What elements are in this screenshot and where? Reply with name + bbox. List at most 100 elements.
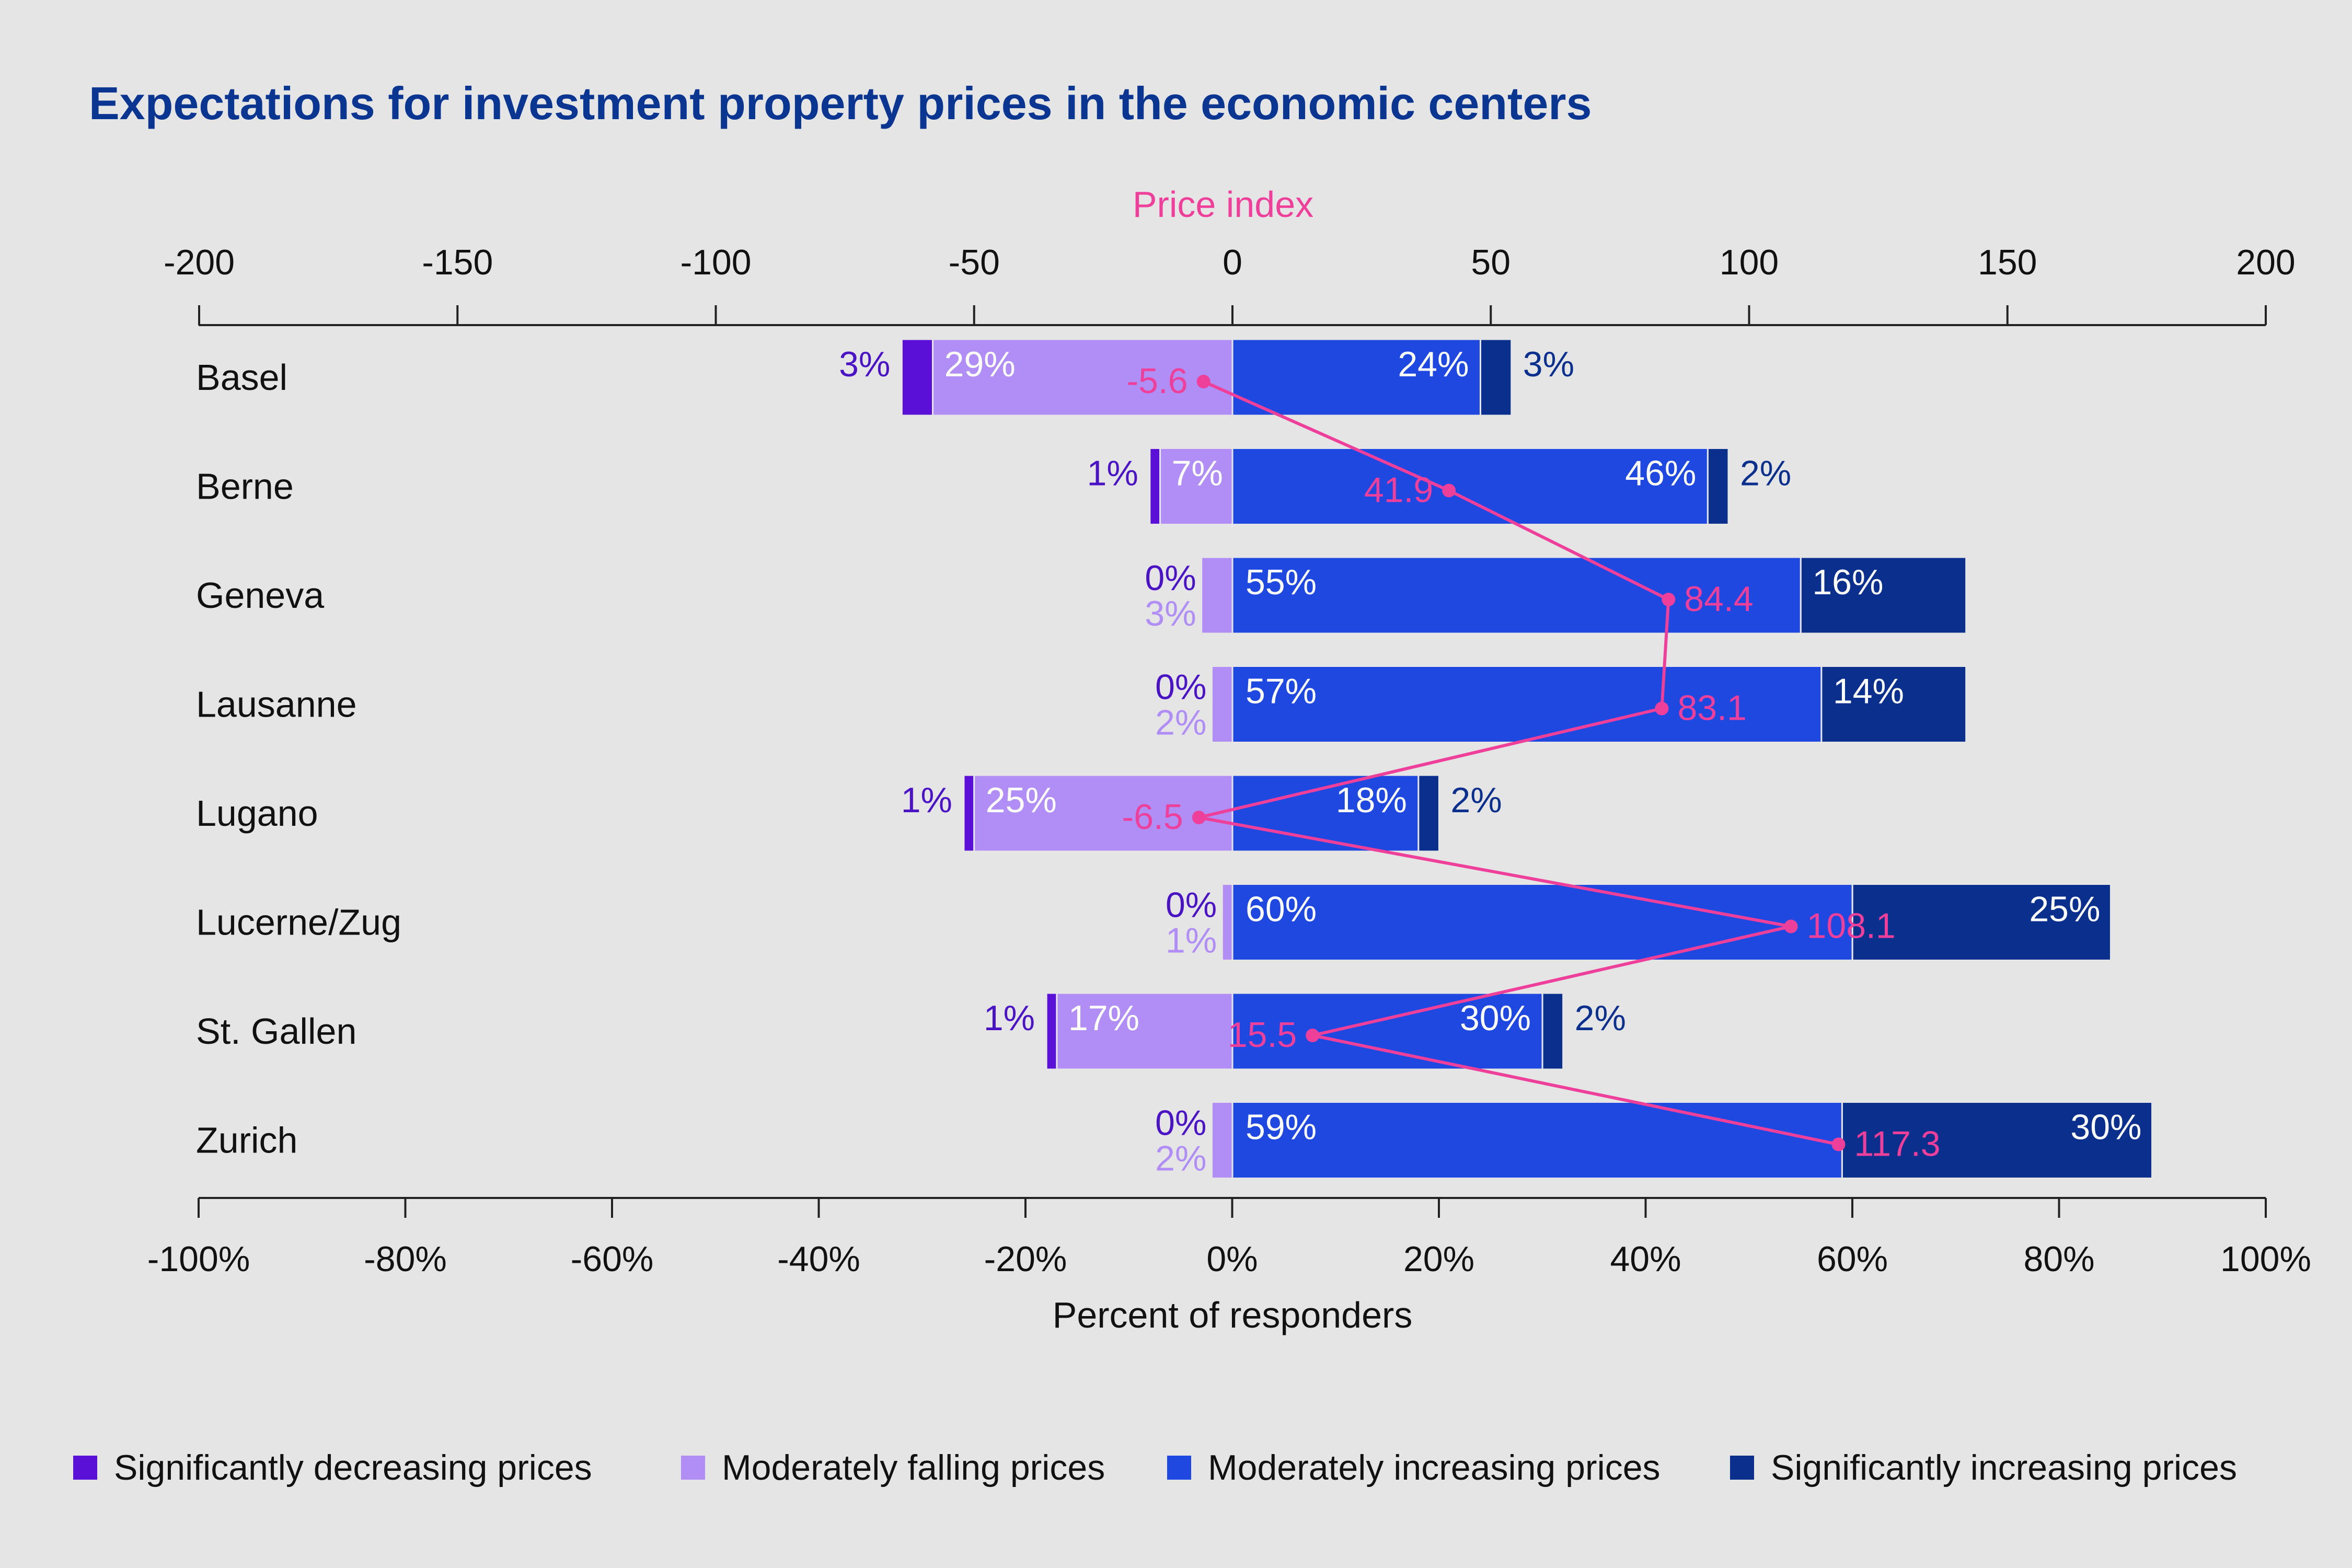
price-index-label: -5.6 <box>1126 361 1187 401</box>
bar-significantly-increasing <box>1841 1101 2153 1179</box>
bar-moderately-falling <box>1210 665 1233 743</box>
bar-moderately-increasing <box>1231 338 1481 417</box>
bar-label-significantly-decreasing: 0% <box>1155 1103 1206 1143</box>
bar-label-significantly-increasing: 14% <box>1833 672 1904 711</box>
bar-label-moderately-falling: 29% <box>944 344 1016 384</box>
bar-significantly-increasing <box>1851 883 2112 961</box>
legend-swatch <box>681 1456 705 1480</box>
bar-significantly-decreasing <box>963 774 975 852</box>
price-index-label: 83.1 <box>1677 688 1746 728</box>
bar-significantly-increasing <box>1417 774 1440 852</box>
bar-label-significantly-decreasing: 1% <box>901 780 952 820</box>
bar-label-moderately-falling: 2% <box>1155 703 1206 743</box>
bar-label-significantly-decreasing: 1% <box>984 998 1035 1038</box>
bottom-axis-tick-label: -20% <box>984 1239 1067 1279</box>
bar-label-significantly-decreasing: 3% <box>839 344 890 384</box>
price-index-line: -5.6 41.9 84.4 83.1 -6.5 108.1 15.5 117.3 <box>1122 361 1941 1164</box>
bar-significantly-increasing <box>1707 447 1730 525</box>
bar-significantly-increasing <box>1800 556 1967 635</box>
bar-label-moderately-falling: 17% <box>1068 998 1139 1038</box>
bar-label-moderately-increasing: 59% <box>1246 1108 1317 1147</box>
bar-moderately-falling <box>1201 556 1233 635</box>
bar-label-moderately-increasing: 24% <box>1398 344 1469 384</box>
legend-label: Moderately increasing prices <box>1208 1448 1661 1488</box>
price-index-point <box>1662 593 1676 606</box>
legend-swatch <box>1730 1456 1754 1480</box>
bar-label-moderately-falling: 1% <box>1166 921 1217 961</box>
category-label: Berne <box>196 466 294 507</box>
price-index-point <box>1196 375 1210 388</box>
bar-labels: 24% 3%29%3%46% 2%7%1%55% 16%0%3%57% 14%0%2%1… <box>839 344 2141 1179</box>
category-labels: Basel Berne Geneva Lausanne Lugano Lucerne/Zu… <box>196 357 401 1161</box>
bar-label-significantly-increasing: 3% <box>1523 344 1574 384</box>
bottom-axis-tick-label: 100% <box>2220 1239 2311 1279</box>
bar-moderately-increasing <box>1231 556 1802 635</box>
x-axis-label: Percent of responders <box>1053 1295 1413 1335</box>
price-index-label: 117.3 <box>1854 1124 1941 1164</box>
bar-moderately-increasing <box>1231 447 1709 525</box>
bar-label-moderately-falling: 25% <box>986 780 1057 820</box>
bar-label-significantly-increasing: 2% <box>1740 454 1791 493</box>
bottom-axis-tick-label: -80% <box>364 1239 447 1279</box>
bar-moderately-falling <box>1221 883 1233 961</box>
bar-label-significantly-increasing: 2% <box>1575 998 1626 1038</box>
top-axis-tick-label: -100 <box>680 243 751 282</box>
category-label: Lugano <box>196 793 318 834</box>
bar-moderately-increasing <box>1231 1101 1843 1179</box>
price-index-label: -6.5 <box>1122 797 1183 837</box>
bar-label-significantly-increasing: 2% <box>1450 780 1502 820</box>
bar-significantly-decreasing <box>1045 992 1058 1070</box>
top-axis-tick-label: -150 <box>422 243 493 282</box>
legend-label: Moderately falling prices <box>722 1448 1105 1488</box>
bottom-axis-tick-label: 80% <box>2023 1239 2094 1279</box>
top-axis: -200 -150 -100 -50 0 50 100 150 200 <box>164 243 2296 326</box>
bottom-axis-tick-label: -40% <box>777 1239 860 1279</box>
bar-label-moderately-falling: 2% <box>1155 1139 1206 1179</box>
bar-label-moderately-increasing: 55% <box>1246 562 1317 602</box>
bar-significantly-increasing <box>1541 992 1564 1070</box>
category-label: Lausanne <box>196 684 357 725</box>
price-index-point <box>1831 1137 1846 1151</box>
bottom-axis-tick-label: 40% <box>1610 1239 1681 1279</box>
bottom-axis-tick-label: 60% <box>1817 1239 1888 1279</box>
legend-label: Significantly increasing prices <box>1771 1448 2237 1488</box>
legend-swatch <box>1167 1456 1191 1480</box>
price-index-label: 41.9 <box>1364 470 1433 510</box>
bar-moderately-falling <box>1056 992 1233 1070</box>
bottom-axis-tick-label: 0% <box>1206 1239 1258 1279</box>
bar-label-moderately-increasing: 30% <box>1460 998 1531 1038</box>
price-index-polyline <box>1197 380 1839 1146</box>
top-axis-label: Price index <box>1133 184 1313 225</box>
price-index-point <box>1442 483 1456 498</box>
price-index-point <box>1306 1029 1320 1042</box>
bottom-axis-tick-label: -100% <box>147 1239 250 1279</box>
bar-label-significantly-decreasing: 1% <box>1087 454 1138 493</box>
legend-label: Significantly decreasing prices <box>114 1448 592 1488</box>
price-index-label: 84.4 <box>1684 579 1753 619</box>
bar-label-moderately-falling: 7% <box>1172 454 1223 493</box>
price-index-label: 15.5 <box>1228 1015 1297 1055</box>
category-label: Zurich <box>196 1120 297 1161</box>
bar-label-significantly-decreasing: 0% <box>1166 885 1217 925</box>
top-axis-tick-label: -50 <box>949 243 1000 282</box>
bar-significantly-increasing <box>1479 338 1513 417</box>
bar-moderately-falling <box>973 774 1233 852</box>
bar-significantly-increasing <box>1820 665 1967 743</box>
bar-significantly-decreasing <box>1149 447 1161 525</box>
bar-moderately-falling <box>932 338 1233 417</box>
legend-swatch <box>73 1456 97 1480</box>
bottom-axis-tick-label: -60% <box>571 1239 654 1279</box>
bar-label-significantly-decreasing: 0% <box>1155 667 1206 707</box>
bar-label-moderately-increasing: 60% <box>1246 890 1317 929</box>
bar-moderately-increasing <box>1231 883 1853 961</box>
top-axis-tick-label: -200 <box>164 243 235 282</box>
bar-label-moderately-increasing: 18% <box>1336 780 1407 820</box>
bar-label-moderately-increasing: 57% <box>1246 672 1317 711</box>
category-label: St. Gallen <box>196 1011 356 1052</box>
legend: Significantly decreasing prices Moderatel… <box>73 1448 2237 1488</box>
bar-label-significantly-increasing: 16% <box>1812 562 1883 602</box>
category-label: Basel <box>196 357 287 398</box>
category-label: Geneva <box>196 575 324 616</box>
bar-label-moderately-increasing: 46% <box>1625 454 1696 493</box>
bar-significantly-decreasing <box>901 338 934 417</box>
